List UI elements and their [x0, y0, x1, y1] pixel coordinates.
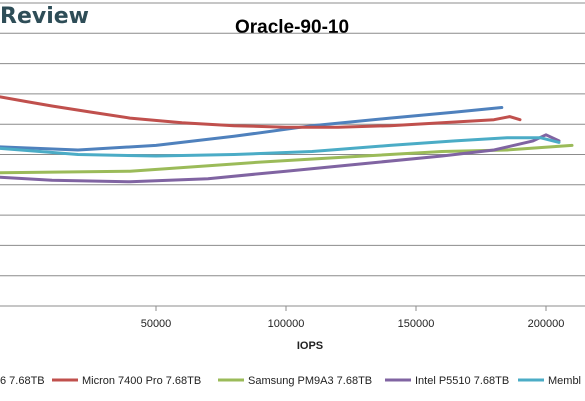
series-line [0, 136, 561, 158]
legend-label: Micron 7400 Pro 7.68TB [82, 375, 201, 387]
legend-label: Samsung PM9A3 7.68TB [248, 375, 372, 387]
series-line [0, 143, 574, 175]
series-line [0, 106, 504, 152]
x-tick-label: 50000 [141, 318, 172, 330]
gridlines [0, 2, 585, 307]
series-lines [0, 95, 574, 184]
brand-logo-text: Review [0, 4, 89, 29]
x-axis-ticks: 50000 100000 150000 200000 [141, 306, 565, 330]
legend-label: Membl [548, 375, 581, 387]
x-axis-label: IOPS [297, 340, 323, 352]
series-line [0, 95, 522, 129]
chart-title: Oracle-90-10 [235, 17, 349, 38]
legend-label: Intel P5510 7.68TB [415, 375, 509, 387]
x-tick-label: 100000 [268, 318, 305, 330]
legend-label: 6 7.68TB [0, 375, 45, 387]
legend: 6 7.68TB Micron 7400 Pro 7.68TB Samsung PM… [0, 375, 581, 387]
x-tick-label: 200000 [528, 318, 565, 330]
x-tick-label: 150000 [398, 318, 435, 330]
series-line [0, 133, 561, 184]
